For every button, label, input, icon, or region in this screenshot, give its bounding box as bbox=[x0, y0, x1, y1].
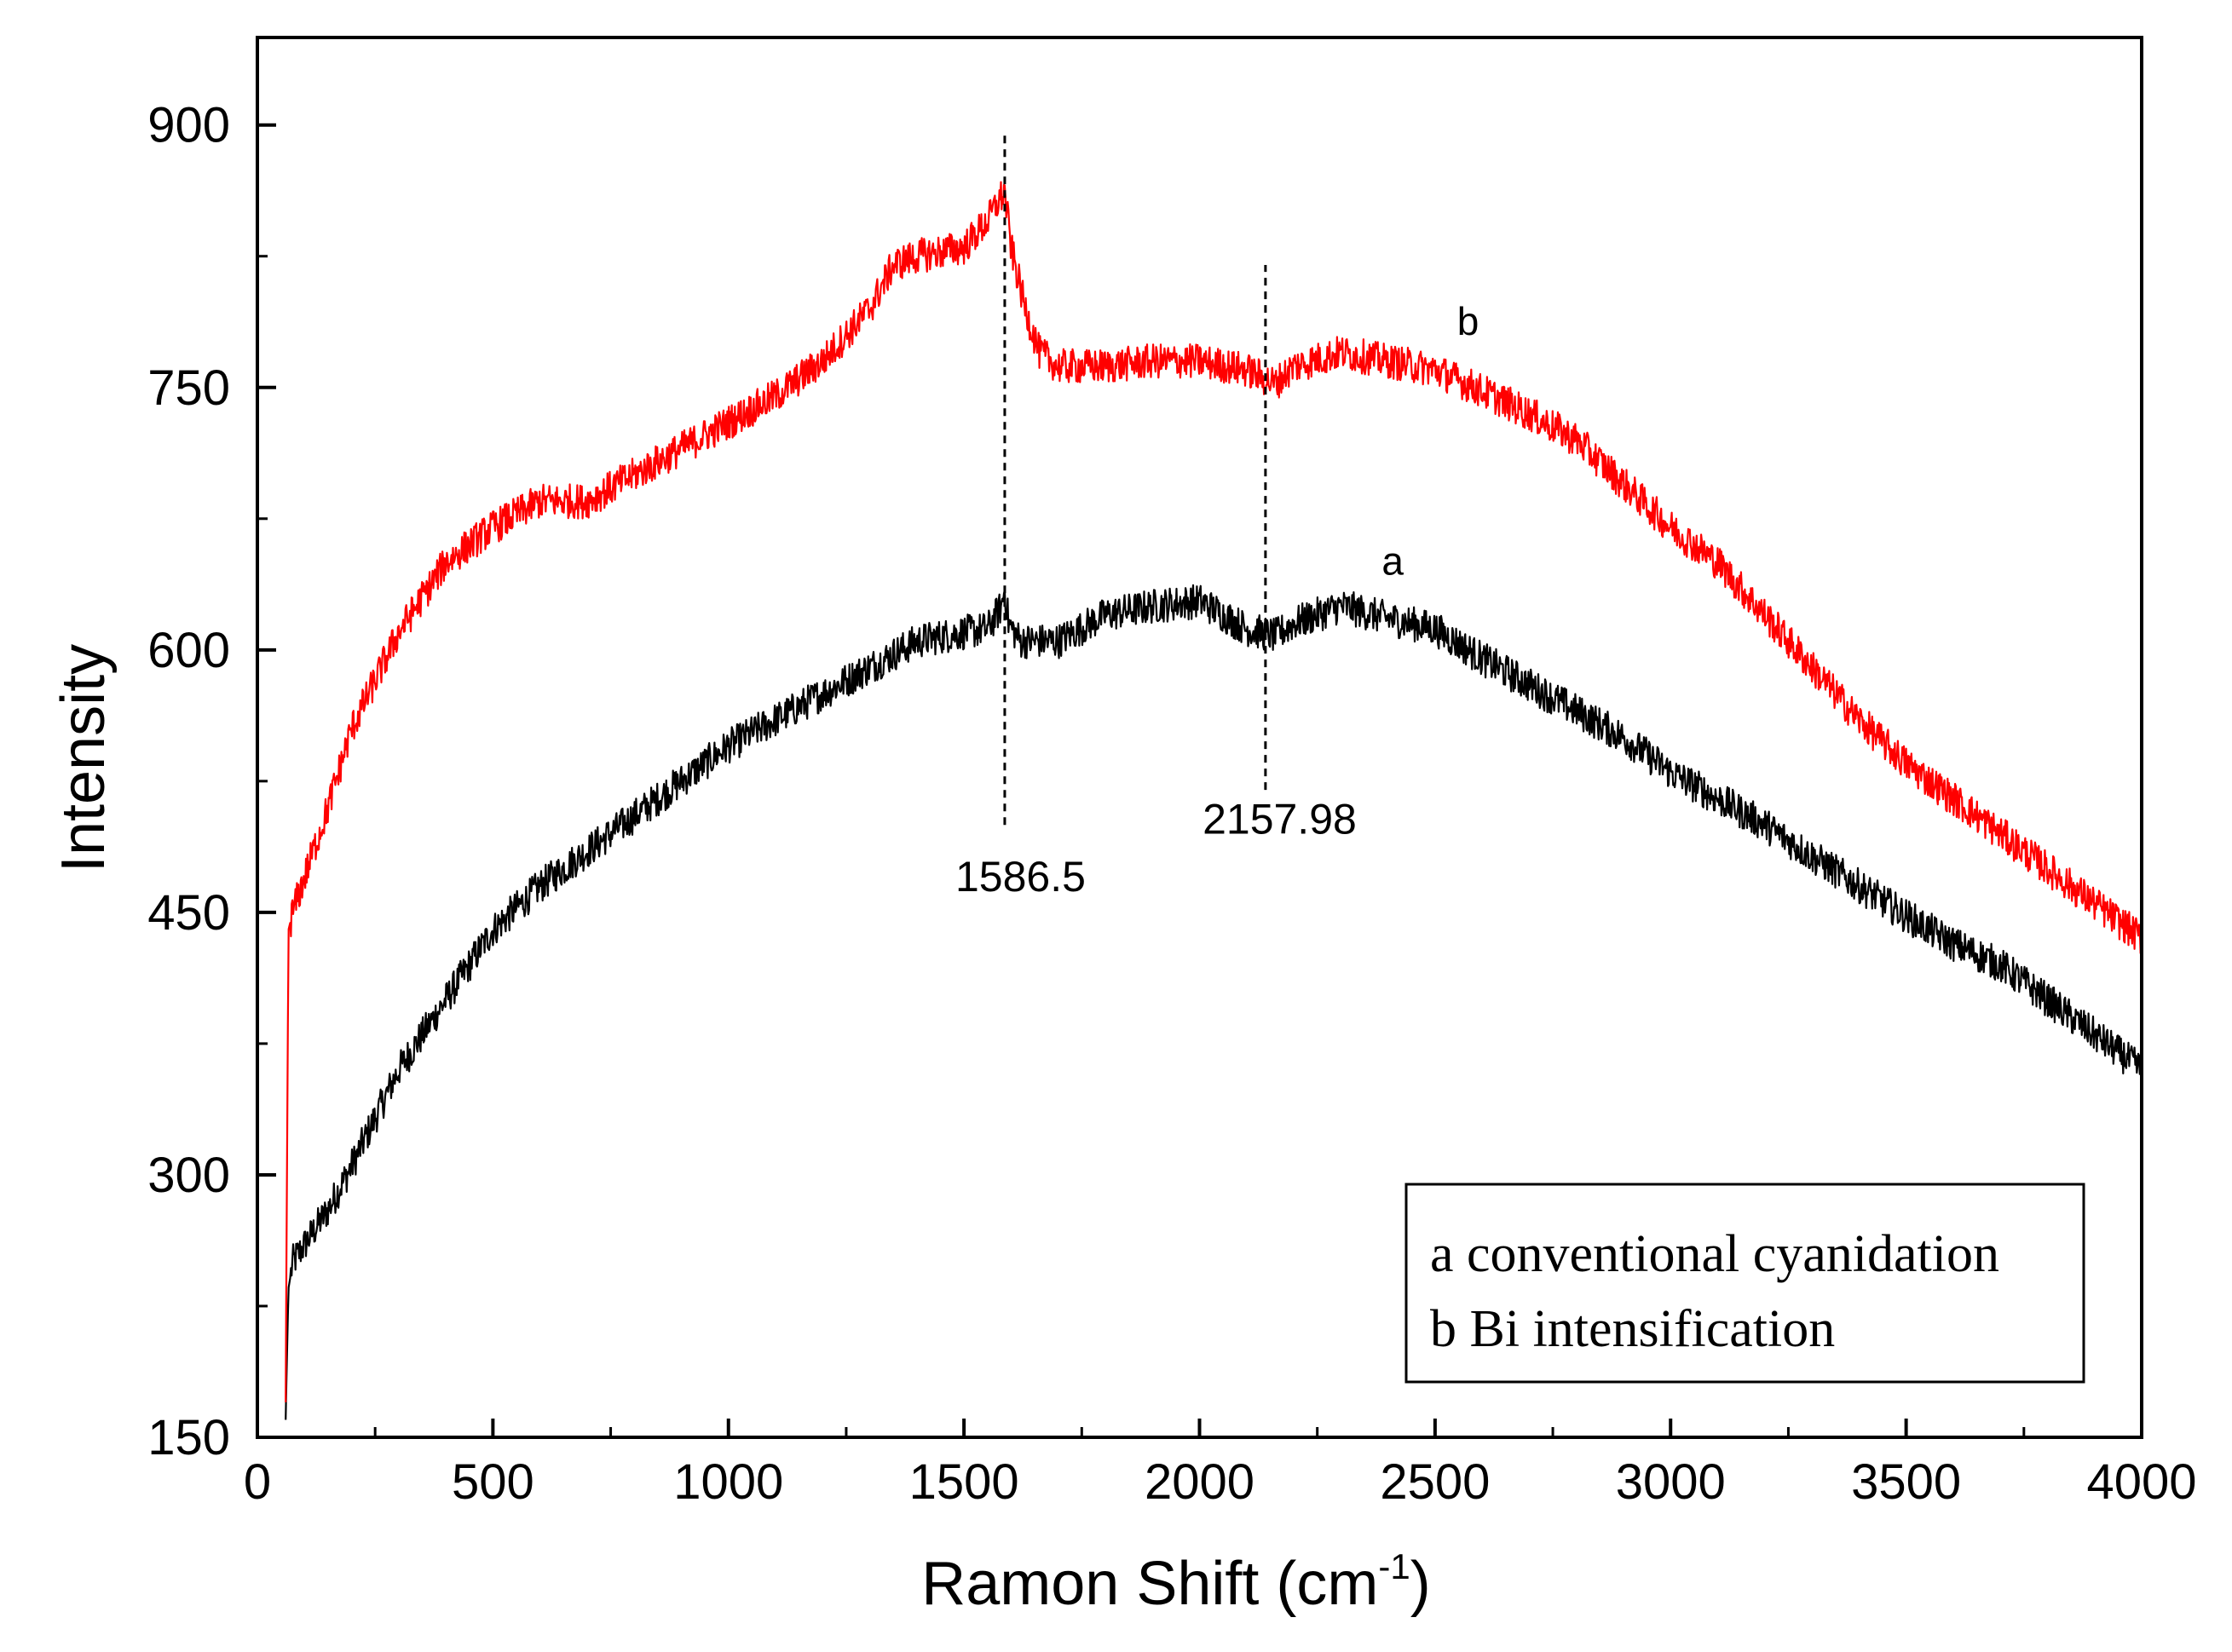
x-axis-title-sup: -1 bbox=[1378, 1546, 1410, 1586]
x-tick-label-500: 500 bbox=[452, 1454, 534, 1510]
x-tick-label-1500: 1500 bbox=[909, 1454, 1019, 1510]
y-tick-label-600: 600 bbox=[147, 623, 230, 678]
x-axis-title-main: Ramon Shift (cm bbox=[921, 1550, 1378, 1618]
series-tag-a: a bbox=[1381, 539, 1404, 584]
y-tick-label-750: 750 bbox=[147, 360, 230, 416]
x-tick-label-4000: 4000 bbox=[2086, 1454, 2196, 1510]
series-layer bbox=[285, 181, 2143, 1420]
annotation-layer: 1586.5 2157.98 b a bbox=[955, 133, 1479, 901]
legend-item-b: b Bi intensification bbox=[1430, 1300, 1835, 1358]
series-a-line bbox=[285, 584, 2143, 1420]
series-b-line bbox=[285, 181, 2143, 1402]
legend-box bbox=[1404, 1183, 2085, 1384]
y-tick-label-900: 900 bbox=[147, 98, 230, 153]
x-tick-label-3500: 3500 bbox=[1851, 1454, 1961, 1510]
legend: a conventional cyanidation b Bi intensif… bbox=[1404, 1183, 2085, 1384]
legend-item-a: a conventional cyanidation bbox=[1430, 1225, 1999, 1283]
x-tick-label-2000: 2000 bbox=[1145, 1454, 1254, 1510]
series-tag-b: b bbox=[1457, 299, 1479, 343]
y-tick-label-300: 300 bbox=[147, 1148, 230, 1203]
x-tick-label-1000: 1000 bbox=[673, 1454, 783, 1510]
y-tick-label-150: 150 bbox=[147, 1410, 230, 1465]
x-tick-label-0: 0 bbox=[244, 1454, 271, 1510]
y-tick-label-450: 450 bbox=[147, 885, 230, 941]
peak-label-0: 1586.5 bbox=[955, 853, 1086, 901]
x-axis-title: Ramon Shift (cm-1) bbox=[921, 1546, 1430, 1618]
x-tick-label-2500: 2500 bbox=[1380, 1454, 1490, 1510]
x-axis-title-close: ) bbox=[1410, 1550, 1431, 1618]
x-tick-label-3000: 3000 bbox=[1616, 1454, 1726, 1510]
peak-label-1: 2157.98 bbox=[1203, 795, 1357, 843]
y-axis-title: Intensity bbox=[49, 644, 118, 872]
axis-layer: 0 500 1000 1500 2000 2500 3000 3500 4000 150 300 45… bbox=[147, 36, 2197, 1510]
